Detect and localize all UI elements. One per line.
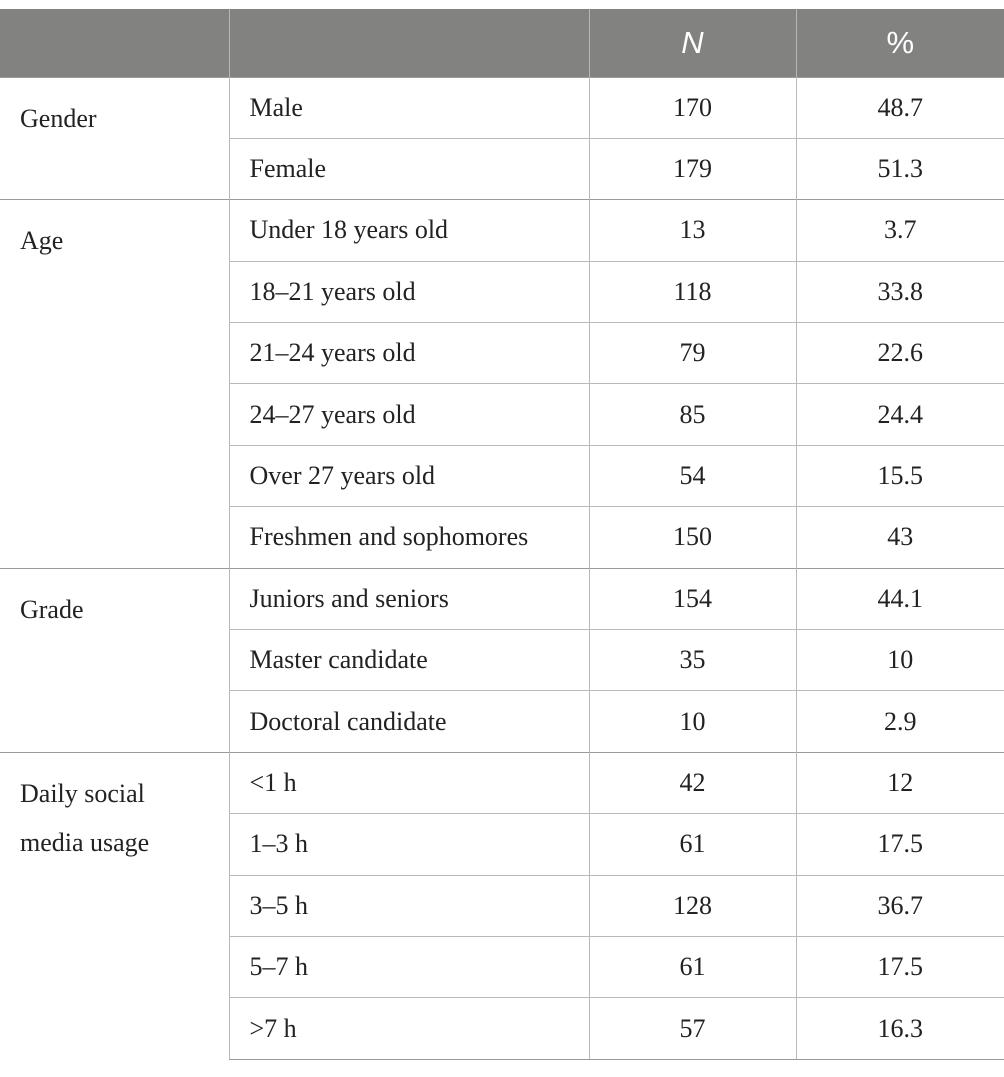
table-row: >7 h 57 16.3 [0, 997, 1004, 1060]
category-cell: 24–27 years old [228, 383, 589, 446]
table-row: Female 179 51.3 [0, 137, 1004, 200]
n-cell: 179 [588, 137, 796, 200]
percent-cell: 17.5 [795, 813, 1004, 876]
table-row: 21–24 years old 79 22.6 [0, 322, 1004, 384]
category-cell: 5–7 h [228, 935, 589, 998]
category-cell: 21–24 years old [228, 322, 589, 384]
n-cell: 57 [588, 997, 796, 1060]
table-body: Gender Male 170 48.7 Female 179 51.3 Age… [0, 76, 1004, 1060]
n-cell: 61 [588, 813, 796, 876]
category-cell: >7 h [228, 997, 589, 1060]
table-row: 3–5 h 128 36.7 [0, 874, 1004, 937]
n-cell: 10 [588, 690, 796, 753]
header-n: N [588, 9, 796, 77]
percent-cell: 36.7 [795, 874, 1004, 937]
table-row: Daily social media usage <1 h 42 12 [0, 751, 1004, 1060]
category-cell: 18–21 years old [228, 260, 589, 323]
table-row: 1–3 h 61 17.5 [0, 813, 1004, 876]
percent-cell: 43 [795, 506, 1004, 569]
table-row: Age Under 18 years old 13 3.7 [0, 199, 1004, 569]
demographics-table: N % Gender Male 170 48.7 Female 179 51.3… [0, 9, 1004, 1060]
category-cell: Freshmen and sophomores [228, 506, 589, 569]
percent-cell: 10 [795, 629, 1004, 691]
percent-cell: 2.9 [795, 690, 1004, 753]
n-cell: 54 [588, 444, 796, 507]
category-cell: Doctoral candidate [228, 690, 589, 753]
category-cell: Juniors and seniors [228, 567, 589, 630]
group-label-age: Age [0, 199, 229, 569]
category-cell: Female [228, 137, 589, 200]
category-cell: Under 18 years old [228, 199, 589, 262]
percent-cell: 24.4 [795, 383, 1004, 446]
n-cell: 150 [588, 506, 796, 569]
n-cell: 35 [588, 629, 796, 691]
group-label-grade: Grade [0, 567, 229, 753]
header-percent: % [795, 9, 1004, 77]
n-cell: 170 [588, 76, 796, 139]
category-cell: Male [228, 76, 589, 139]
table-row: Gender Male 170 48.7 [0, 76, 1004, 200]
n-cell: 42 [588, 751, 796, 814]
table-row: Freshmen and sophomores 150 43 [0, 506, 1004, 569]
category-cell: 3–5 h [228, 874, 589, 937]
table-row: Master candidate 35 10 [0, 629, 1004, 691]
n-cell: 79 [588, 322, 796, 384]
n-cell: 61 [588, 935, 796, 998]
percent-cell: 16.3 [795, 997, 1004, 1060]
percent-cell: 17.5 [795, 935, 1004, 998]
n-cell: 85 [588, 383, 796, 446]
table-row: Grade Juniors and seniors 154 44.1 [0, 567, 1004, 753]
header-row: N % [0, 9, 1004, 77]
n-cell: 13 [588, 199, 796, 262]
n-cell: 128 [588, 874, 796, 937]
group-label-gender: Gender [0, 76, 229, 200]
percent-cell: 33.8 [795, 260, 1004, 323]
percent-cell: 15.5 [795, 444, 1004, 507]
header-category-cell [228, 9, 589, 77]
percent-cell: 48.7 [795, 76, 1004, 139]
table-row: Doctoral candidate 10 2.9 [0, 690, 1004, 753]
group-label-social-media-usage: Daily social media usage [0, 751, 229, 1060]
table-row: 24–27 years old 85 24.4 [0, 383, 1004, 446]
n-cell: 118 [588, 260, 796, 323]
table-row: 18–21 years old 118 33.8 [0, 260, 1004, 323]
table-row: Over 27 years old 54 15.5 [0, 444, 1004, 507]
category-cell: 1–3 h [228, 813, 589, 876]
table-row: 5–7 h 61 17.5 [0, 935, 1004, 998]
table-header: N % [0, 9, 1004, 77]
percent-cell: 22.6 [795, 322, 1004, 384]
n-cell: 154 [588, 567, 796, 630]
category-cell: Master candidate [228, 629, 589, 691]
percent-cell: 51.3 [795, 137, 1004, 200]
percent-cell: 44.1 [795, 567, 1004, 630]
category-cell: Over 27 years old [228, 444, 589, 507]
category-cell: <1 h [228, 751, 589, 814]
header-group-cell [0, 9, 229, 77]
percent-cell: 12 [795, 751, 1004, 814]
percent-cell: 3.7 [795, 199, 1004, 262]
